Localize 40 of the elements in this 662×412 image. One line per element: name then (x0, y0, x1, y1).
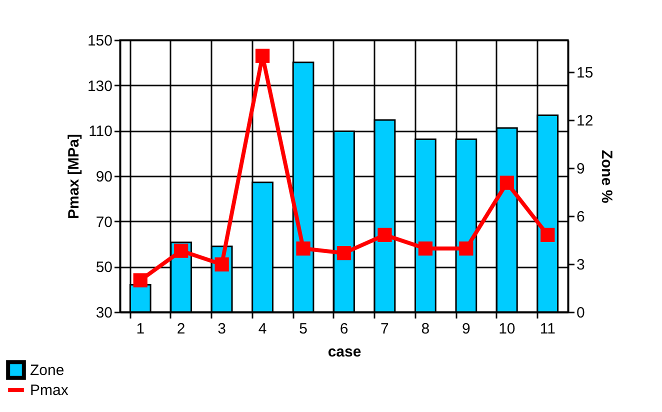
x-tick-label: 9 (462, 320, 470, 338)
y2-tick-label: 9 (576, 160, 585, 178)
point (296, 241, 310, 256)
legend-label: Zone (30, 362, 64, 379)
y2-tick-label: 15 (576, 64, 594, 82)
legend-label: Pmax (30, 382, 69, 399)
y-axis-title: Pmax [MPa] (65, 134, 82, 220)
y-tick-label: 150 (87, 32, 112, 50)
point (500, 176, 514, 190)
point (418, 241, 433, 256)
point (174, 244, 188, 258)
y-tick-label: 90 (96, 168, 112, 186)
x-tick-label: 6 (340, 320, 348, 338)
x-tick-label: 3 (218, 320, 226, 338)
y-tick-label: 30 (96, 304, 112, 322)
y2-tick-label: 0 (576, 304, 585, 322)
y2-tick-label: 3 (576, 256, 585, 274)
x-tick-label: 1 (136, 320, 145, 338)
point (214, 257, 229, 272)
point (336, 246, 352, 260)
x-tick-label: 8 (421, 320, 430, 338)
point (540, 228, 555, 242)
x-tick-label: 10 (498, 320, 516, 338)
x-tick-label: 2 (176, 320, 186, 338)
x-tick-label: 7 (380, 320, 389, 338)
y2-tick-label: 6 (576, 208, 585, 226)
point (459, 241, 474, 256)
y2-axis-title: Zone % (598, 150, 616, 204)
x-tick-label: 11 (540, 320, 556, 338)
y-tick-label: 110 (88, 123, 112, 140)
y-tick-label: 70 (96, 214, 112, 231)
point (378, 228, 392, 242)
x-tick-label: 4 (258, 320, 267, 338)
y2-tick-label: 12 (576, 112, 594, 130)
x-axis-title: case (328, 344, 362, 360)
y-tick-label: 50 (96, 259, 112, 276)
y-tick-label: 130 (87, 78, 112, 95)
point (255, 48, 270, 63)
x-tick-label: 5 (299, 320, 308, 338)
point (133, 273, 148, 288)
